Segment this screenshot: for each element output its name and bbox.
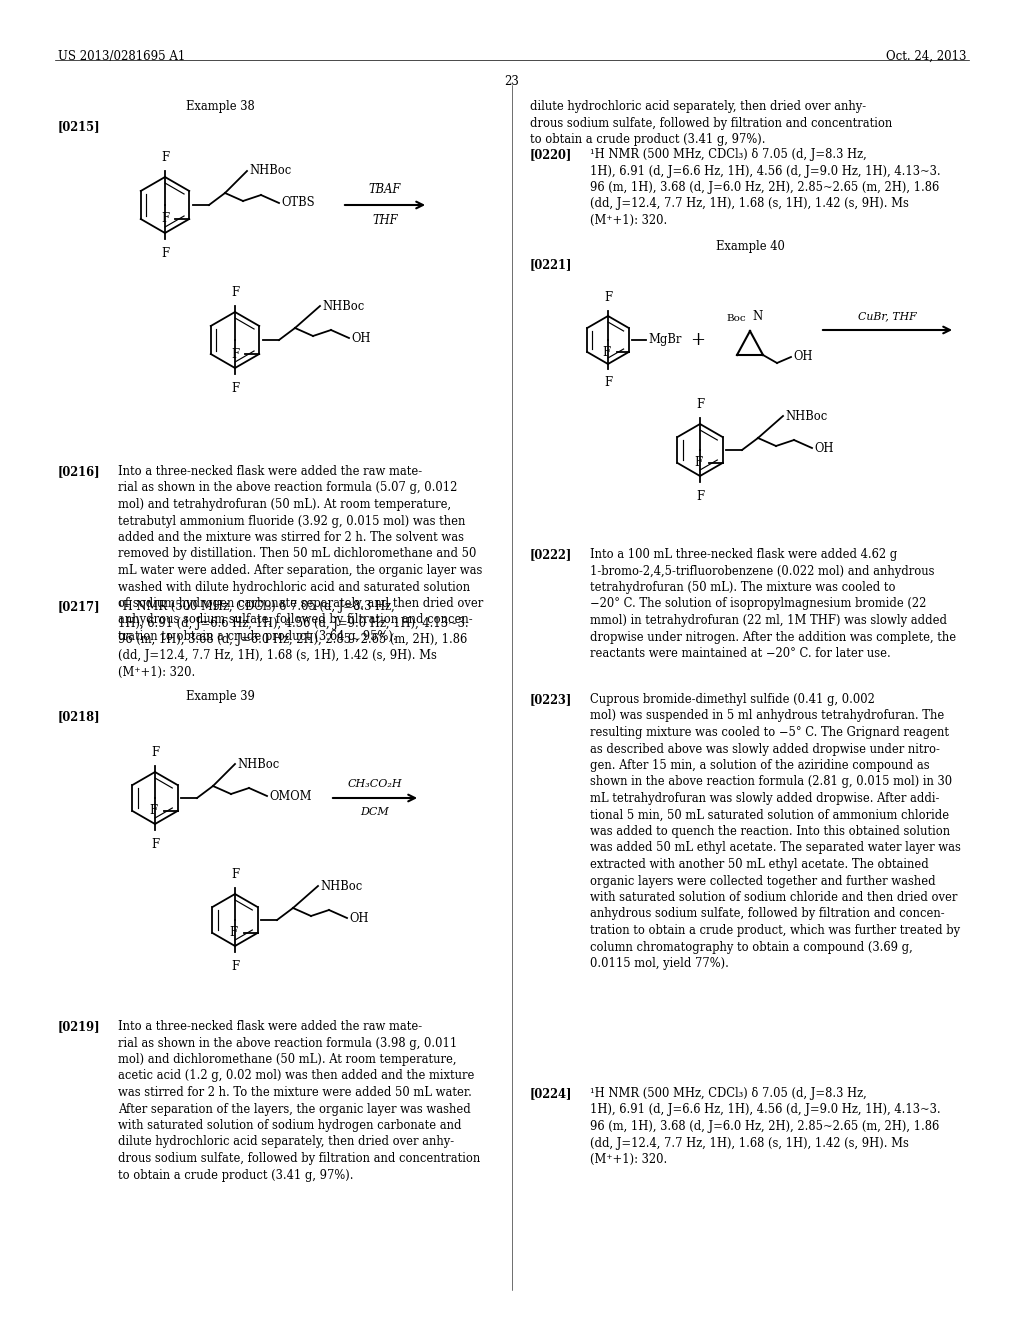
Text: Example 38: Example 38 xyxy=(185,100,254,114)
Text: OH: OH xyxy=(351,331,371,345)
Text: Cuprous bromide-dimethyl sulfide (0.41 g, 0.002
mol) was suspended in 5 ml anhyd: Cuprous bromide-dimethyl sulfide (0.41 g… xyxy=(590,693,961,970)
Text: Into a three-necked flask were added the raw mate-
rial as shown in the above re: Into a three-necked flask were added the… xyxy=(118,465,483,643)
Text: [0215]: [0215] xyxy=(58,120,100,133)
Text: Into a 100 mL three-necked flask were added 4.62 g
1-bromo-2,4,5-trifluorobenzen: Into a 100 mL three-necked flask were ad… xyxy=(590,548,956,660)
Text: Example 39: Example 39 xyxy=(185,690,254,704)
Text: NHBoc: NHBoc xyxy=(319,879,362,892)
Text: US 2013/0281695 A1: US 2013/0281695 A1 xyxy=(58,50,185,63)
Text: Boc: Boc xyxy=(726,314,746,323)
Text: F: F xyxy=(694,457,702,470)
Text: F: F xyxy=(696,490,705,503)
Text: THF: THF xyxy=(372,214,397,227)
Text: F: F xyxy=(604,376,612,389)
Text: [0218]: [0218] xyxy=(58,710,100,723)
Text: ¹H NMR (500 MHz, CDCl₃) δ 7.05 (d, J=8.3 Hz,
1H), 6.91 (d, J=6.6 Hz, 1H), 4.56 (: ¹H NMR (500 MHz, CDCl₃) δ 7.05 (d, J=8.3… xyxy=(118,601,469,678)
Text: F: F xyxy=(161,150,169,164)
Text: F: F xyxy=(231,286,239,300)
Text: ¹H NMR (500 MHz, CDCl₃) δ 7.05 (d, J=8.3 Hz,
1H), 6.91 (d, J=6.6 Hz, 1H), 4.56 (: ¹H NMR (500 MHz, CDCl₃) δ 7.05 (d, J=8.3… xyxy=(590,1086,941,1166)
Text: [0220]: [0220] xyxy=(530,148,572,161)
Text: NHBoc: NHBoc xyxy=(785,409,827,422)
Text: F: F xyxy=(229,927,238,940)
Text: OMOM: OMOM xyxy=(269,789,311,803)
Text: +: + xyxy=(690,331,706,348)
Text: ¹H NMR (500 MHz, CDCl₃) δ 7.05 (d, J=8.3 Hz,
1H), 6.91 (d, J=6.6 Hz, 1H), 4.56 (: ¹H NMR (500 MHz, CDCl₃) δ 7.05 (d, J=8.3… xyxy=(590,148,941,227)
Text: NHBoc: NHBoc xyxy=(237,758,280,771)
Text: Into a three-necked flask were added the raw mate-
rial as shown in the above re: Into a three-necked flask were added the… xyxy=(118,1020,480,1181)
Text: F: F xyxy=(150,804,158,817)
Text: NHBoc: NHBoc xyxy=(322,300,365,313)
Text: F: F xyxy=(603,346,610,359)
Text: OH: OH xyxy=(814,441,834,454)
Text: [0221]: [0221] xyxy=(530,257,572,271)
Text: [0219]: [0219] xyxy=(58,1020,100,1034)
Text: dilute hydrochloric acid separately, then dried over anhy-
drous sodium sulfate,: dilute hydrochloric acid separately, the… xyxy=(530,100,892,147)
Text: CuBr, THF: CuBr, THF xyxy=(858,312,916,321)
Text: OH: OH xyxy=(793,351,812,363)
Text: CH₃CO₂H: CH₃CO₂H xyxy=(348,779,402,789)
Text: MgBr: MgBr xyxy=(648,334,681,346)
Text: F: F xyxy=(696,399,705,411)
Text: NHBoc: NHBoc xyxy=(249,165,291,177)
Text: DCM: DCM xyxy=(360,807,389,817)
Text: F: F xyxy=(231,960,239,973)
Text: N: N xyxy=(752,310,762,323)
Text: F: F xyxy=(604,290,612,304)
Text: Example 40: Example 40 xyxy=(716,240,784,253)
Text: OH: OH xyxy=(349,912,369,924)
Text: F: F xyxy=(151,838,159,851)
Text: F: F xyxy=(151,746,159,759)
Text: Oct. 24, 2013: Oct. 24, 2013 xyxy=(886,50,966,63)
Text: F: F xyxy=(231,347,240,360)
Text: TBAF: TBAF xyxy=(369,183,401,195)
Text: [0222]: [0222] xyxy=(530,548,572,561)
Text: F: F xyxy=(231,869,239,880)
Text: OTBS: OTBS xyxy=(281,197,314,210)
Text: F: F xyxy=(231,381,239,395)
Text: F: F xyxy=(161,213,169,226)
Text: F: F xyxy=(161,247,169,260)
Text: [0217]: [0217] xyxy=(58,601,100,612)
Text: 23: 23 xyxy=(505,75,519,88)
Text: [0216]: [0216] xyxy=(58,465,100,478)
Text: [0224]: [0224] xyxy=(530,1086,572,1100)
Text: [0223]: [0223] xyxy=(530,693,572,706)
